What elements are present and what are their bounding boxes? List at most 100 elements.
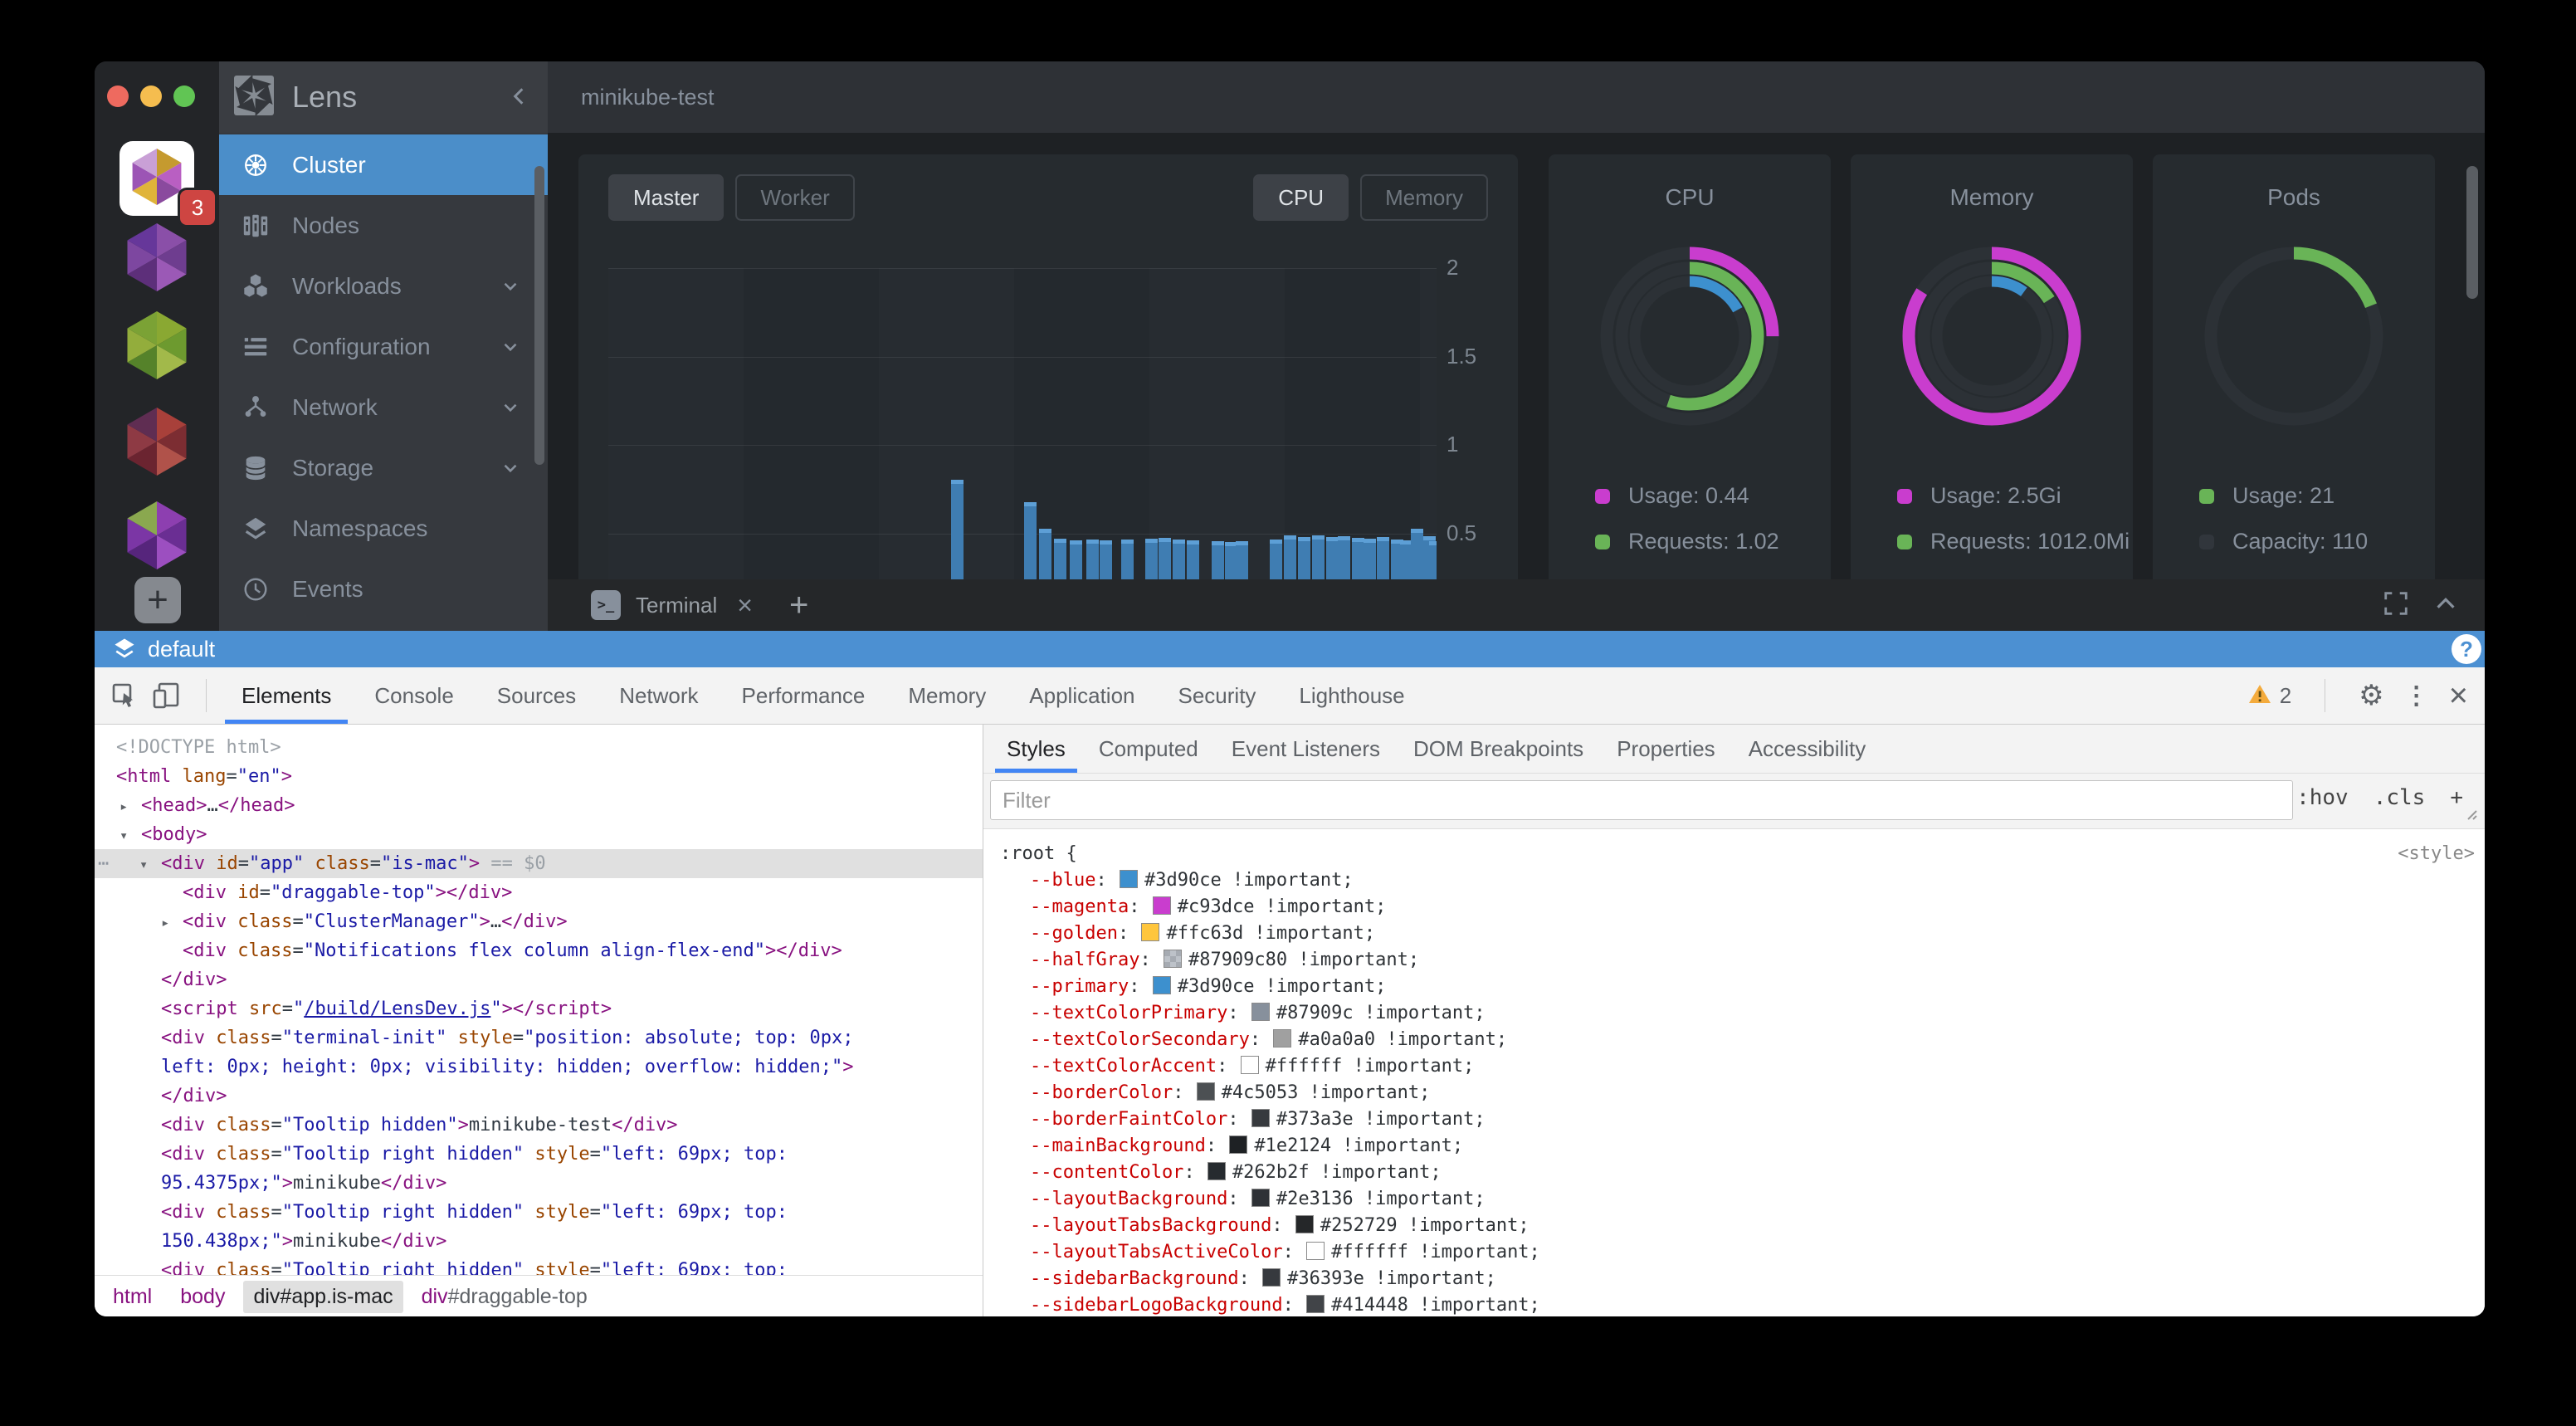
css-variable-row[interactable]: --layoutTabsActiveColor: #ffffff !import…: [1030, 1242, 1540, 1262]
devtools-tab-elements[interactable]: Elements: [220, 667, 353, 724]
css-variable-name[interactable]: --blue: [1030, 870, 1096, 891]
color-swatch-icon[interactable]: [1119, 870, 1138, 888]
sidebar-item-cluster[interactable]: Cluster: [219, 134, 548, 195]
dom-node[interactable]: <html lang="en">: [116, 766, 292, 787]
dom-node[interactable]: 95.4375px;">minikube</div>: [161, 1173, 447, 1194]
dom-node[interactable]: </div>: [161, 969, 227, 990]
node-options-icon[interactable]: ⋯: [98, 853, 110, 874]
color-swatch-icon[interactable]: [1152, 976, 1171, 994]
css-variable-value[interactable]: #ffffff !important;: [1265, 1056, 1475, 1077]
css-variable-value[interactable]: #3d90ce !important;: [1144, 870, 1354, 891]
devtools-tab-security[interactable]: Security: [1178, 682, 1256, 708]
css-variable-value[interactable]: #2e3136 !important;: [1276, 1189, 1486, 1209]
dom-node-selected[interactable]: ⋯ ▾ <div id="app" class="is-mac"> == $0: [95, 849, 983, 878]
close-terminal-icon[interactable]: ×: [737, 590, 753, 620]
css-variable-row[interactable]: --sidebarLogoBackground: #414448 !import…: [1030, 1295, 1540, 1316]
css-variable-row[interactable]: --borderColor: #4c5053 !important;: [1030, 1082, 1431, 1103]
css-variable-name[interactable]: --halfGray: [1030, 950, 1140, 970]
color-swatch-icon[interactable]: [1196, 1082, 1215, 1101]
css-variable-row[interactable]: --textColorAccent: #ffffff !important;: [1030, 1056, 1475, 1077]
devtools-tab-lighthouse[interactable]: Lighthouse: [1299, 682, 1405, 708]
color-swatch-icon[interactable]: [1141, 923, 1160, 941]
kebab-menu-icon[interactable]: ⋮: [2403, 681, 2429, 710]
expand-arrow-icon[interactable]: ▸: [120, 798, 129, 815]
dom-node[interactable]: <div class="Tooltip right hidden" style=…: [161, 1144, 788, 1165]
dom-node[interactable]: <!DOCTYPE html>: [116, 737, 281, 758]
expand-arrow-icon[interactable]: ▾: [139, 857, 149, 873]
css-variable-row[interactable]: --layoutTabsBackground: #252729 !importa…: [1030, 1215, 1530, 1236]
inspect-element-icon[interactable]: [110, 681, 139, 711]
color-swatch-icon[interactable]: [1306, 1242, 1325, 1260]
css-variable-name[interactable]: --contentColor: [1030, 1162, 1184, 1183]
terminal-tab[interactable]: Terminal: [636, 592, 718, 618]
node-tab-worker-button[interactable]: Worker: [735, 174, 855, 221]
dom-node[interactable]: <div class="terminal-init" style="positi…: [161, 1028, 854, 1048]
add-cluster-button[interactable]: +: [134, 577, 181, 623]
dom-node[interactable]: <div id="draggable-top"></div>: [183, 882, 513, 903]
css-variable-row[interactable]: --layoutBackground: #2e3136 !important;: [1030, 1189, 1486, 1209]
css-variable-name[interactable]: --layoutTabsBackground: [1030, 1215, 1272, 1236]
color-swatch-icon[interactable]: [1251, 1109, 1270, 1127]
css-variable-row[interactable]: --halfGray: #87909c80 !important;: [1030, 950, 1420, 970]
dom-node[interactable]: <div class="Tooltip right hidden" style=…: [161, 1202, 788, 1223]
css-variable-row[interactable]: --contentColor: #262b2f !important;: [1030, 1162, 1442, 1183]
css-variable-name[interactable]: --layoutTabsActiveColor: [1030, 1242, 1283, 1262]
css-variable-row[interactable]: --textColorPrimary: #87909c !important;: [1030, 1003, 1486, 1023]
color-swatch-icon[interactable]: [1306, 1295, 1325, 1313]
styles-filter-input[interactable]: [990, 780, 2293, 820]
css-variable-row[interactable]: --borderFaintColor: #373a3e !important;: [1030, 1109, 1486, 1130]
css-variable-value[interactable]: #a0a0a0 !important;: [1298, 1029, 1508, 1050]
cluster-hexagon-icon[interactable]: [121, 406, 193, 477]
minimize-traffic-light[interactable]: [140, 85, 162, 107]
css-variable-value[interactable]: #ffffff !important;: [1331, 1242, 1540, 1262]
css-variable-value[interactable]: #87909c !important;: [1276, 1003, 1486, 1023]
active-cluster-button[interactable]: [120, 141, 194, 216]
css-variable-value[interactable]: #1e2124 !important;: [1254, 1135, 1464, 1156]
styles-toggle-[interactable]: +: [2450, 785, 2463, 810]
zoom-traffic-light[interactable]: [173, 85, 195, 107]
color-swatch-icon[interactable]: [1251, 1003, 1270, 1021]
devtools-tab-application[interactable]: Application: [1029, 682, 1135, 708]
color-swatch-icon[interactable]: [1262, 1268, 1281, 1287]
css-variable-value[interactable]: #36393e !important;: [1287, 1268, 1496, 1289]
sidebar-item-network[interactable]: Network: [219, 377, 548, 437]
css-variable-row[interactable]: --textColorSecondary: #a0a0a0 !important…: [1030, 1029, 1508, 1050]
styles-tab-computed[interactable]: Computed: [1098, 735, 1198, 761]
css-variable-row[interactable]: --magenta: #c93dce !important;: [1030, 896, 1387, 917]
chevron-up-icon[interactable]: [2432, 589, 2460, 622]
cluster-hexagon-icon[interactable]: [121, 222, 193, 293]
css-variable-row[interactable]: --primary: #3d90ce !important;: [1030, 976, 1387, 997]
color-swatch-icon[interactable]: [1251, 1189, 1270, 1207]
devtools-tab-performance[interactable]: Performance: [741, 682, 866, 708]
warning-count[interactable]: 2: [2279, 682, 2292, 708]
css-variable-name[interactable]: --golden: [1030, 923, 1118, 944]
css-variable-value[interactable]: #ffc63d !important;: [1166, 923, 1376, 944]
metric-cpu-button[interactable]: CPU: [1253, 174, 1349, 221]
sidebar-item-events[interactable]: Events: [219, 559, 548, 619]
expand-arrow-icon[interactable]: ▸: [161, 915, 170, 931]
devtools-tab-console[interactable]: Console: [374, 682, 454, 708]
dom-node[interactable]: </div>: [161, 1086, 227, 1106]
metric-memory-button[interactable]: Memory: [1360, 174, 1488, 221]
css-variable-row[interactable]: --mainBackground: #1e2124 !important;: [1030, 1135, 1464, 1156]
help-button[interactable]: ?: [2452, 634, 2481, 664]
device-toolbar-icon[interactable]: [151, 681, 181, 711]
css-variable-name[interactable]: --primary: [1030, 976, 1129, 997]
styles-toggle-cls[interactable]: .cls: [2373, 785, 2426, 810]
styles-tab-event-listeners[interactable]: Event Listeners: [1231, 735, 1380, 761]
color-swatch-icon[interactable]: [1207, 1162, 1226, 1180]
styles-tab-accessibility[interactable]: Accessibility: [1748, 735, 1866, 761]
css-variable-name[interactable]: --borderColor: [1030, 1082, 1173, 1103]
css-variable-row[interactable]: --blue: #3d90ce !important;: [1030, 870, 1354, 891]
css-selector[interactable]: :root {: [1000, 843, 1077, 864]
sidebar-item-namespaces[interactable]: Namespaces: [219, 498, 548, 559]
color-swatch-icon[interactable]: [1163, 950, 1182, 968]
css-variable-name[interactable]: --layoutBackground: [1030, 1189, 1228, 1209]
fullscreen-icon[interactable]: [2382, 589, 2410, 622]
css-variable-value[interactable]: #414448 !important;: [1331, 1295, 1540, 1316]
css-variable-name[interactable]: --textColorAccent: [1030, 1056, 1217, 1077]
main-scrollbar[interactable]: [2466, 166, 2478, 299]
css-variable-value[interactable]: #3d90ce !important;: [1177, 976, 1387, 997]
devtools-tab-memory[interactable]: Memory: [908, 682, 987, 708]
expand-arrow-icon[interactable]: ▾: [120, 828, 129, 844]
